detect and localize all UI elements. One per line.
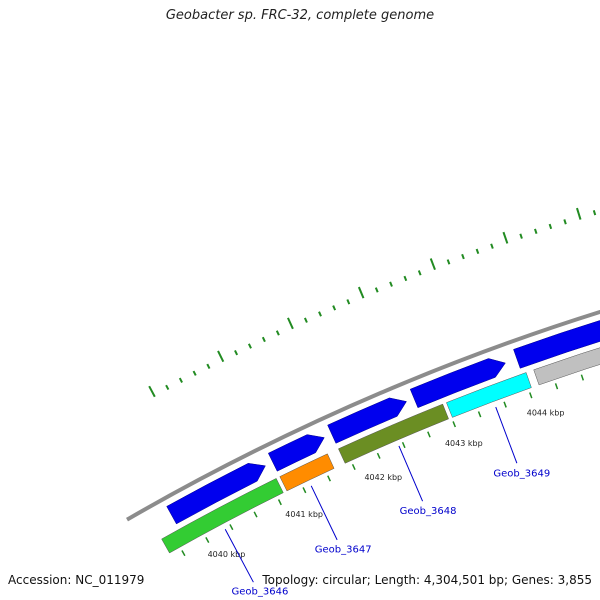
minor-kbp-tick — [401, 441, 406, 449]
minor-kbp-tick — [427, 431, 431, 438]
outer-minor-tick — [403, 275, 408, 282]
gene-feature — [161, 478, 284, 554]
forward-gene-arrow — [409, 358, 506, 409]
gene-labels: Geob_3646Geob_3647Geob_3648Geob_3649Geob… — [224, 406, 550, 598]
outer-minor-tick — [563, 219, 567, 225]
gene-label[interactable]: Geob_3646 — [232, 587, 289, 598]
outer-minor-tick — [178, 377, 183, 383]
accession-text: Accession: NC_011979 — [8, 573, 145, 587]
gene-features — [161, 347, 600, 554]
outer-minor-tick — [389, 281, 393, 287]
outer-major-tick — [576, 207, 582, 220]
kbp-tick-label: 4044 kbp — [527, 408, 565, 417]
outer-minor-tick — [165, 384, 170, 391]
outer-major-tick — [357, 286, 365, 299]
outer-minor-tick — [346, 299, 351, 305]
forward-gene-arrow — [267, 434, 325, 472]
minor-kbp-tick — [503, 401, 507, 408]
outer-minor-tick — [446, 259, 451, 265]
outer-minor-tick — [490, 243, 494, 249]
minor-kbp-tick — [580, 374, 585, 381]
minor-kbp-tick — [477, 411, 482, 418]
minor-kbp-tick — [554, 383, 559, 390]
kbp-tick-label: 4041 kbp — [285, 510, 323, 519]
kbp-tick-label: 4043 kbp — [445, 439, 483, 448]
minor-kbp-tick — [253, 511, 258, 518]
outer-minor-tick — [548, 223, 553, 230]
minor-kbp-tick — [327, 475, 331, 482]
forward-gene-arrow — [513, 320, 600, 369]
minor-kbp-tick — [277, 499, 282, 506]
gene-label-leader — [495, 406, 518, 464]
outer-major-tick — [287, 317, 294, 330]
outer-minor-tick — [206, 363, 211, 370]
outer-minor-tick — [374, 287, 379, 293]
minor-kbp-tick — [205, 536, 210, 543]
outer-minor-tick — [592, 209, 597, 216]
gene-label-leader — [398, 445, 424, 502]
outer-major-tick — [502, 231, 509, 244]
outer-major-tick — [148, 385, 156, 398]
kbp-tick-label: 4042 kbp — [364, 473, 402, 482]
kbp-tick-label: 4040 kbp — [208, 550, 246, 559]
forward-gene-arrow — [327, 397, 407, 444]
outer-minor-tick — [318, 311, 322, 317]
outer-minor-tick — [303, 317, 308, 323]
outer-minor-tick — [417, 270, 422, 276]
gene-feature — [533, 347, 600, 386]
gene-feature — [279, 453, 335, 492]
map-title: Geobacter sp. FRC-32, complete genome — [165, 8, 435, 23]
forward-strand-features — [166, 320, 600, 525]
gene-label-leader — [224, 528, 254, 583]
minor-kbp-tick — [376, 452, 381, 459]
outer-minor-tick — [461, 253, 465, 260]
minor-kbp-tick — [181, 550, 186, 557]
outer-major-tick — [217, 350, 225, 363]
gene-feature — [338, 403, 449, 464]
minor-kbp-tick — [302, 487, 307, 494]
outer-major-tick — [429, 258, 436, 271]
outer-minor-tick — [332, 305, 337, 311]
outer-minor-tick — [192, 370, 197, 376]
outer-minor-tick — [475, 248, 480, 255]
gene-label-leader — [310, 485, 338, 541]
minor-kbp-tick — [229, 524, 234, 531]
gene-label[interactable]: Geob_3649 — [493, 468, 550, 479]
gene-feature — [446, 372, 532, 418]
minor-kbp-tick — [529, 392, 533, 399]
outer-minor-tick — [519, 233, 523, 239]
genome-summary-text: Topology: circular; Length: 4,304,501 bp… — [262, 573, 592, 587]
gene-label[interactable]: Geob_3647 — [315, 545, 372, 556]
forward-gene-arrow — [166, 463, 266, 525]
outer-tick-dots — [148, 207, 597, 398]
minor-kbp-tick — [351, 463, 356, 471]
outer-minor-tick — [247, 343, 252, 349]
outer-minor-tick — [534, 228, 538, 234]
outer-minor-tick — [234, 350, 239, 356]
gene-label[interactable]: Geob_3648 — [400, 506, 457, 517]
kbp-ticks: 4040 kbp 4041 kbp 4042 kbp 4043 kbp 4044 kbp… — [181, 374, 585, 559]
outer-minor-tick — [261, 336, 266, 343]
minor-kbp-tick — [452, 421, 457, 428]
outer-minor-tick — [275, 330, 280, 336]
